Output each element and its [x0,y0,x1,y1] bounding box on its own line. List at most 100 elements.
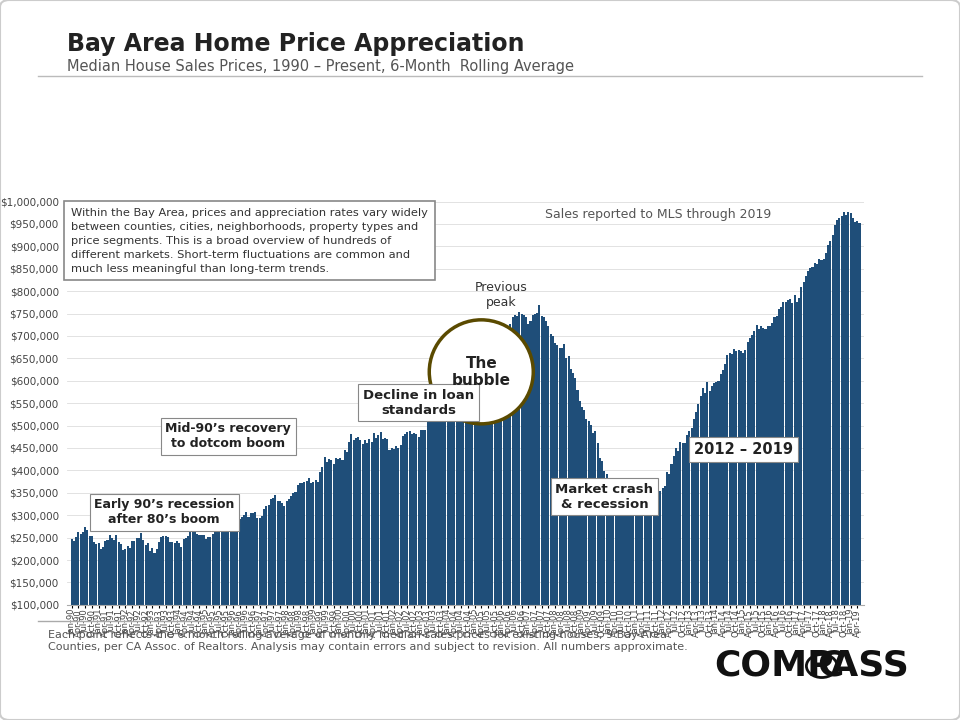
Bar [371,441,372,605]
Bar [762,328,764,605]
Bar [129,548,131,605]
Bar [737,350,740,605]
Bar [695,413,697,605]
Bar [825,253,827,605]
Bar [229,526,231,605]
Bar [527,323,529,605]
Bar [440,405,442,605]
Bar [456,384,458,605]
Bar [559,348,561,605]
Bar [165,536,167,605]
Bar [278,501,281,605]
Bar [82,533,84,605]
Bar [554,343,556,605]
Bar [135,539,137,605]
Bar [162,536,164,605]
Bar [319,472,322,605]
Bar [308,478,310,605]
Bar [478,364,480,605]
Bar [281,503,283,605]
Bar [346,452,348,605]
Bar [397,449,399,605]
Bar [583,410,586,605]
Bar [382,439,384,605]
Bar [324,457,325,605]
Text: C: C [817,649,844,683]
Bar [490,342,492,605]
Bar [525,317,527,605]
Bar [552,336,554,605]
Bar [784,302,786,605]
Ellipse shape [429,320,533,424]
Bar [764,330,766,605]
Bar [180,547,182,605]
Bar [315,480,317,605]
Bar [420,430,421,605]
Bar [364,441,366,605]
Bar [500,341,502,605]
Bar [443,404,444,605]
Bar [426,420,428,605]
Bar [184,538,187,605]
Bar [465,372,467,605]
Bar [366,443,368,605]
Bar [84,527,86,605]
Bar [399,445,401,605]
Bar [686,436,688,605]
Bar [276,500,278,605]
Bar [196,534,198,605]
Bar [816,264,818,605]
Bar [722,369,724,605]
Bar [516,317,518,605]
Bar [769,325,771,605]
Bar [838,218,840,605]
Bar [831,235,833,605]
Bar [787,300,789,605]
Bar [88,536,90,605]
Text: Market crash
& recession: Market crash & recession [556,482,654,510]
Bar [757,329,759,605]
Bar [234,523,236,605]
Bar [115,534,117,605]
Bar [158,541,160,605]
Bar [677,451,680,605]
Bar [98,543,100,605]
Bar [369,438,371,605]
Bar [460,374,462,605]
Bar [505,333,507,605]
Bar [416,434,418,605]
Bar [756,325,757,605]
Bar [700,396,702,605]
Bar [794,295,796,605]
Bar [147,543,149,605]
Bar [675,448,677,605]
Bar [633,501,635,605]
Bar [510,325,512,605]
Text: COMPASS: COMPASS [714,649,908,683]
Bar [636,501,639,605]
Bar [804,276,806,605]
Bar [174,544,176,605]
Bar [577,390,579,605]
Bar [661,487,663,605]
Bar [263,509,265,605]
Bar [570,369,572,605]
Bar [453,392,455,605]
Bar [214,525,216,605]
Bar [670,464,673,605]
Bar [540,315,542,605]
Bar [451,397,453,605]
Text: Bay Area Home Price Appreciation: Bay Area Home Price Appreciation [67,32,525,56]
Bar [418,437,420,605]
Bar [791,303,793,605]
Bar [811,267,813,605]
Bar [236,531,238,605]
Bar [704,392,707,605]
Bar [252,513,254,605]
Bar [496,344,498,605]
Bar [389,450,391,605]
Bar [142,540,144,605]
Bar [635,499,636,605]
Bar [619,489,621,605]
Bar [771,323,773,605]
